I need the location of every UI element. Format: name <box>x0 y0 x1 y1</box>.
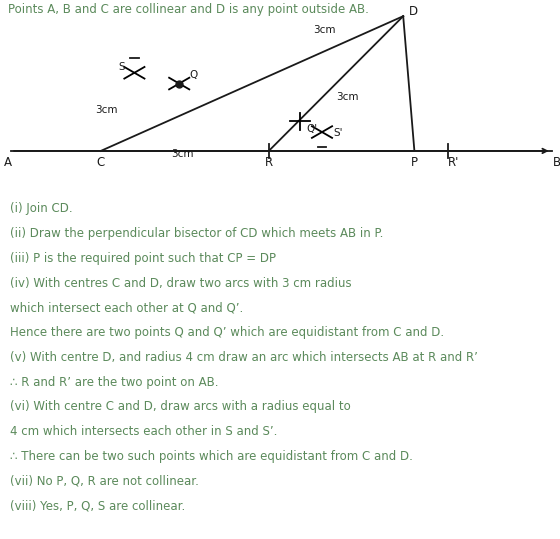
Text: (iv) With centres C and D, draw two arcs with 3 cm radius: (iv) With centres C and D, draw two arcs… <box>10 277 352 289</box>
Text: (v) With centre D, and radius 4 cm draw an arc which intersects AB at R and R’: (v) With centre D, and radius 4 cm draw … <box>10 351 478 364</box>
Text: 3cm: 3cm <box>171 149 193 158</box>
Text: which intersect each other at Q and Q’.: which intersect each other at Q and Q’. <box>10 301 244 314</box>
Text: 3cm: 3cm <box>95 106 118 115</box>
Text: C: C <box>97 156 105 169</box>
Text: R': R' <box>448 156 459 169</box>
Text: (iii) P is the required point such that CP = DP: (iii) P is the required point such that … <box>10 252 276 265</box>
Text: S: S <box>119 62 125 72</box>
Text: D: D <box>409 4 418 18</box>
Text: R: R <box>265 156 273 169</box>
Text: ∴ There can be two such points which are equidistant from C and D.: ∴ There can be two such points which are… <box>10 450 413 463</box>
Text: (viii) Yes, P, Q, S are collinear.: (viii) Yes, P, Q, S are collinear. <box>10 500 185 513</box>
Text: Q': Q' <box>306 124 318 134</box>
Text: 3cm: 3cm <box>336 92 358 102</box>
Text: B: B <box>553 156 560 169</box>
Text: Hence there are two points Q and Q’ which are equidistant from C and D.: Hence there are two points Q and Q’ whic… <box>10 326 444 339</box>
Text: (ii) Draw the perpendicular bisector of CD which meets AB in P.: (ii) Draw the perpendicular bisector of … <box>10 227 384 240</box>
Text: 3cm: 3cm <box>314 25 336 34</box>
Text: Q: Q <box>189 70 198 80</box>
Text: (i) Join CD.: (i) Join CD. <box>10 202 73 215</box>
Text: P: P <box>411 156 418 169</box>
Text: (vii) No P, Q, R are not collinear.: (vii) No P, Q, R are not collinear. <box>10 475 199 488</box>
Text: A: A <box>4 156 12 169</box>
Text: Points A, B and C are collinear and D is any point outside AB.: Points A, B and C are collinear and D is… <box>8 3 369 16</box>
Text: (vi) With centre C and D, draw arcs with a radius equal to: (vi) With centre C and D, draw arcs with… <box>10 400 351 413</box>
Text: S': S' <box>333 128 343 139</box>
Text: 4 cm which intersects each other in S and S’.: 4 cm which intersects each other in S an… <box>10 425 277 438</box>
Text: ∴ R and R’ are the two point on AB.: ∴ R and R’ are the two point on AB. <box>10 376 218 389</box>
